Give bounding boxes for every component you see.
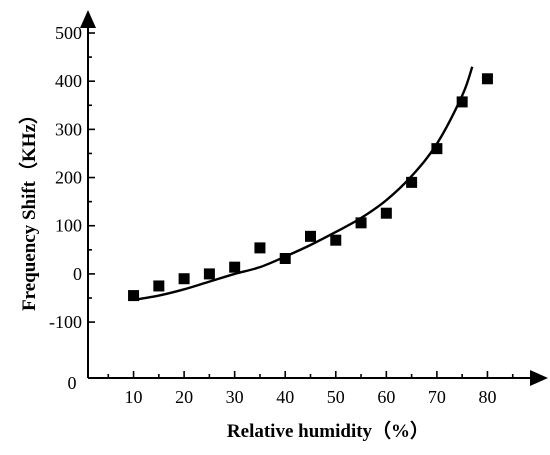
data-point [254,242,266,254]
data-point [481,73,493,85]
x-origin-label: 0 [68,373,77,393]
y-tick-label: 500 [55,23,82,43]
y-tick-label: -100 [49,312,82,332]
x-ticks: 10 20 30 40 50 60 70 80 [107,371,514,407]
data-point [380,207,392,219]
y-tick-label: 0 [73,264,82,284]
x-tick-label: 50 [327,387,345,407]
data-point [456,96,468,108]
data-point [178,273,190,285]
x-tick-label: 40 [276,387,294,407]
x-tick-label: 20 [175,387,193,407]
x-axis-title: Relative humidity（%） [227,419,429,442]
y-tick-label: 300 [55,119,82,139]
data-point [203,268,215,280]
y-tick-label: 200 [55,168,82,188]
data-points [128,73,493,302]
data-point [330,234,342,246]
data-point [406,176,418,188]
data-point [355,217,367,229]
data-point [431,143,443,155]
x-tick-label: 60 [377,387,395,407]
axes [80,10,548,386]
y-tick-label: 400 [55,71,82,91]
x-tick-label: 80 [478,387,496,407]
y-axis-title: Frequency Shift（KHz） [17,105,40,311]
y-ticks: -100 0 100 200 300 400 500 [49,23,95,332]
x-tick-label: 30 [226,387,244,407]
x-tick-label: 10 [125,387,143,407]
data-point [229,261,241,273]
data-point [153,280,165,292]
fit-curve [133,66,474,302]
y-tick-label: 100 [55,216,82,236]
data-point [128,290,140,302]
data-point [279,252,291,264]
data-point [305,230,316,242]
x-tick-label: 70 [428,387,446,407]
